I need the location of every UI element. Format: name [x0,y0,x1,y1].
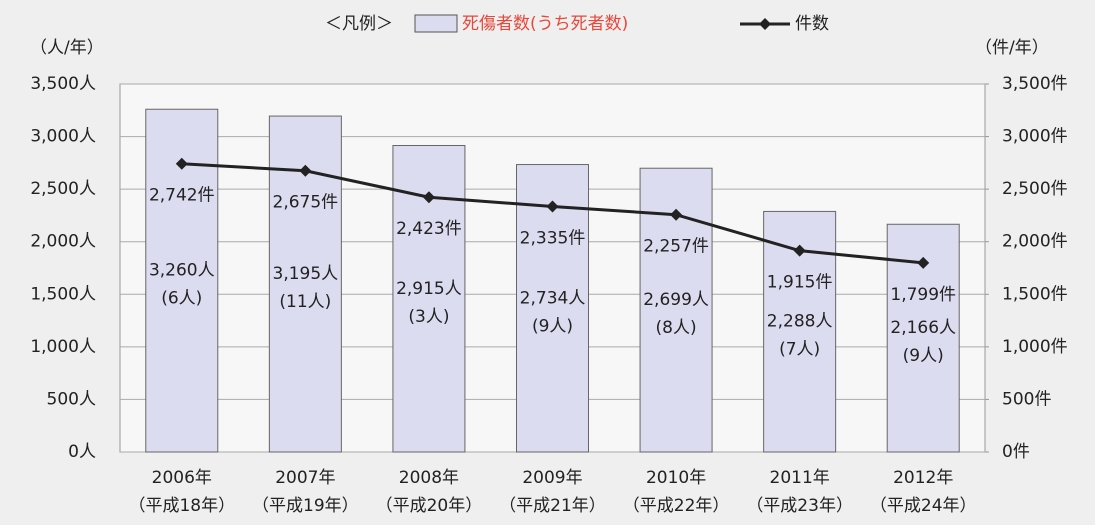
legend-marker [759,18,771,30]
line-value-label: 2,335件 [520,228,586,248]
line-value-label: 2,423件 [396,219,462,239]
y-axis-label: （人/年） [30,38,104,58]
death-label: (6人) [161,289,202,309]
y2-axis-label: （件/年） [975,38,1049,58]
x-tick-label: 2007年 [275,468,335,488]
x-tick-label: 2012年 [893,468,953,488]
line-marker [546,200,559,213]
death-label: (9人) [903,346,944,366]
x-tick-label: （平成21年） [499,496,606,516]
x-tick-label: 2006年 [152,468,212,488]
y2-tick-label: 2,500件 [1002,179,1068,199]
y2-tick-label: 1,500件 [1002,284,1068,304]
x-tick-label: （平成20年） [376,496,483,516]
line-marker [422,191,435,204]
y2-tick-label: 2,000件 [1002,232,1068,252]
x-tick-label: 2010年 [646,468,706,488]
bar-value-label: 2,699人 [643,290,709,310]
y-tick-label: 3,500人 [30,74,96,94]
x-tick-label: （平成18年） [128,496,235,516]
death-label: (8人) [656,318,697,338]
line-marker [175,157,188,170]
bar-value-label: 3,260人 [149,261,215,281]
y-tick-label: 3,000人 [30,127,96,147]
legend-swatch [414,14,458,33]
line-marker [670,208,683,221]
x-tick-label: 2009年 [522,468,582,488]
line-marker [793,244,806,257]
y-tick-label: 1,000人 [30,337,96,357]
bar-value-label: 3,195人 [273,264,339,284]
x-tick-label: 2011年 [770,468,830,488]
y-tick-label: 2,000人 [30,232,96,252]
y-tick-label: 500人 [47,389,96,409]
y-tick-label: 1,500人 [30,284,96,304]
x-tick-label: 2008年 [399,468,459,488]
line-value-label: 1,915件 [767,273,833,293]
line-marker [917,256,930,269]
y2-tick-label: 500件 [1002,389,1051,409]
death-label: (7人) [779,340,820,360]
bar-value-label: 2,288人 [767,312,833,332]
legend-label: 件数 [795,14,829,34]
line-value-label: 2,675件 [273,193,339,213]
line-value-label: 1,799件 [890,285,956,305]
x-tick-label: （平成24年） [870,496,977,516]
line-marker [299,164,312,177]
y-tick-label: 0人 [68,442,96,462]
bar-value-label: 2,734人 [520,288,586,308]
death-label: (11人) [279,292,331,312]
bar-value-label: 2,166人 [890,318,956,338]
legend-label: 死傷者数(うち死者数) [462,14,628,34]
legend-title: ＜凡例＞ [325,14,393,34]
death-label: (9人) [532,316,573,336]
x-tick-label: （平成22年） [623,496,730,516]
x-tick-label: （平成19年） [252,496,359,516]
y2-tick-label: 0件 [1002,442,1030,462]
death-label: (3人) [408,307,449,327]
y2-tick-label: 3,500件 [1002,74,1068,94]
y2-tick-label: 1,000件 [1002,337,1068,357]
y-tick-label: 2,500人 [30,179,96,199]
bar-value-label: 2,915人 [396,279,462,299]
line-value-label: 2,257件 [643,237,709,257]
y2-tick-label: 3,000件 [1002,127,1068,147]
line-value-label: 2,742件 [149,186,215,206]
x-tick-label: （平成23年） [746,496,853,516]
